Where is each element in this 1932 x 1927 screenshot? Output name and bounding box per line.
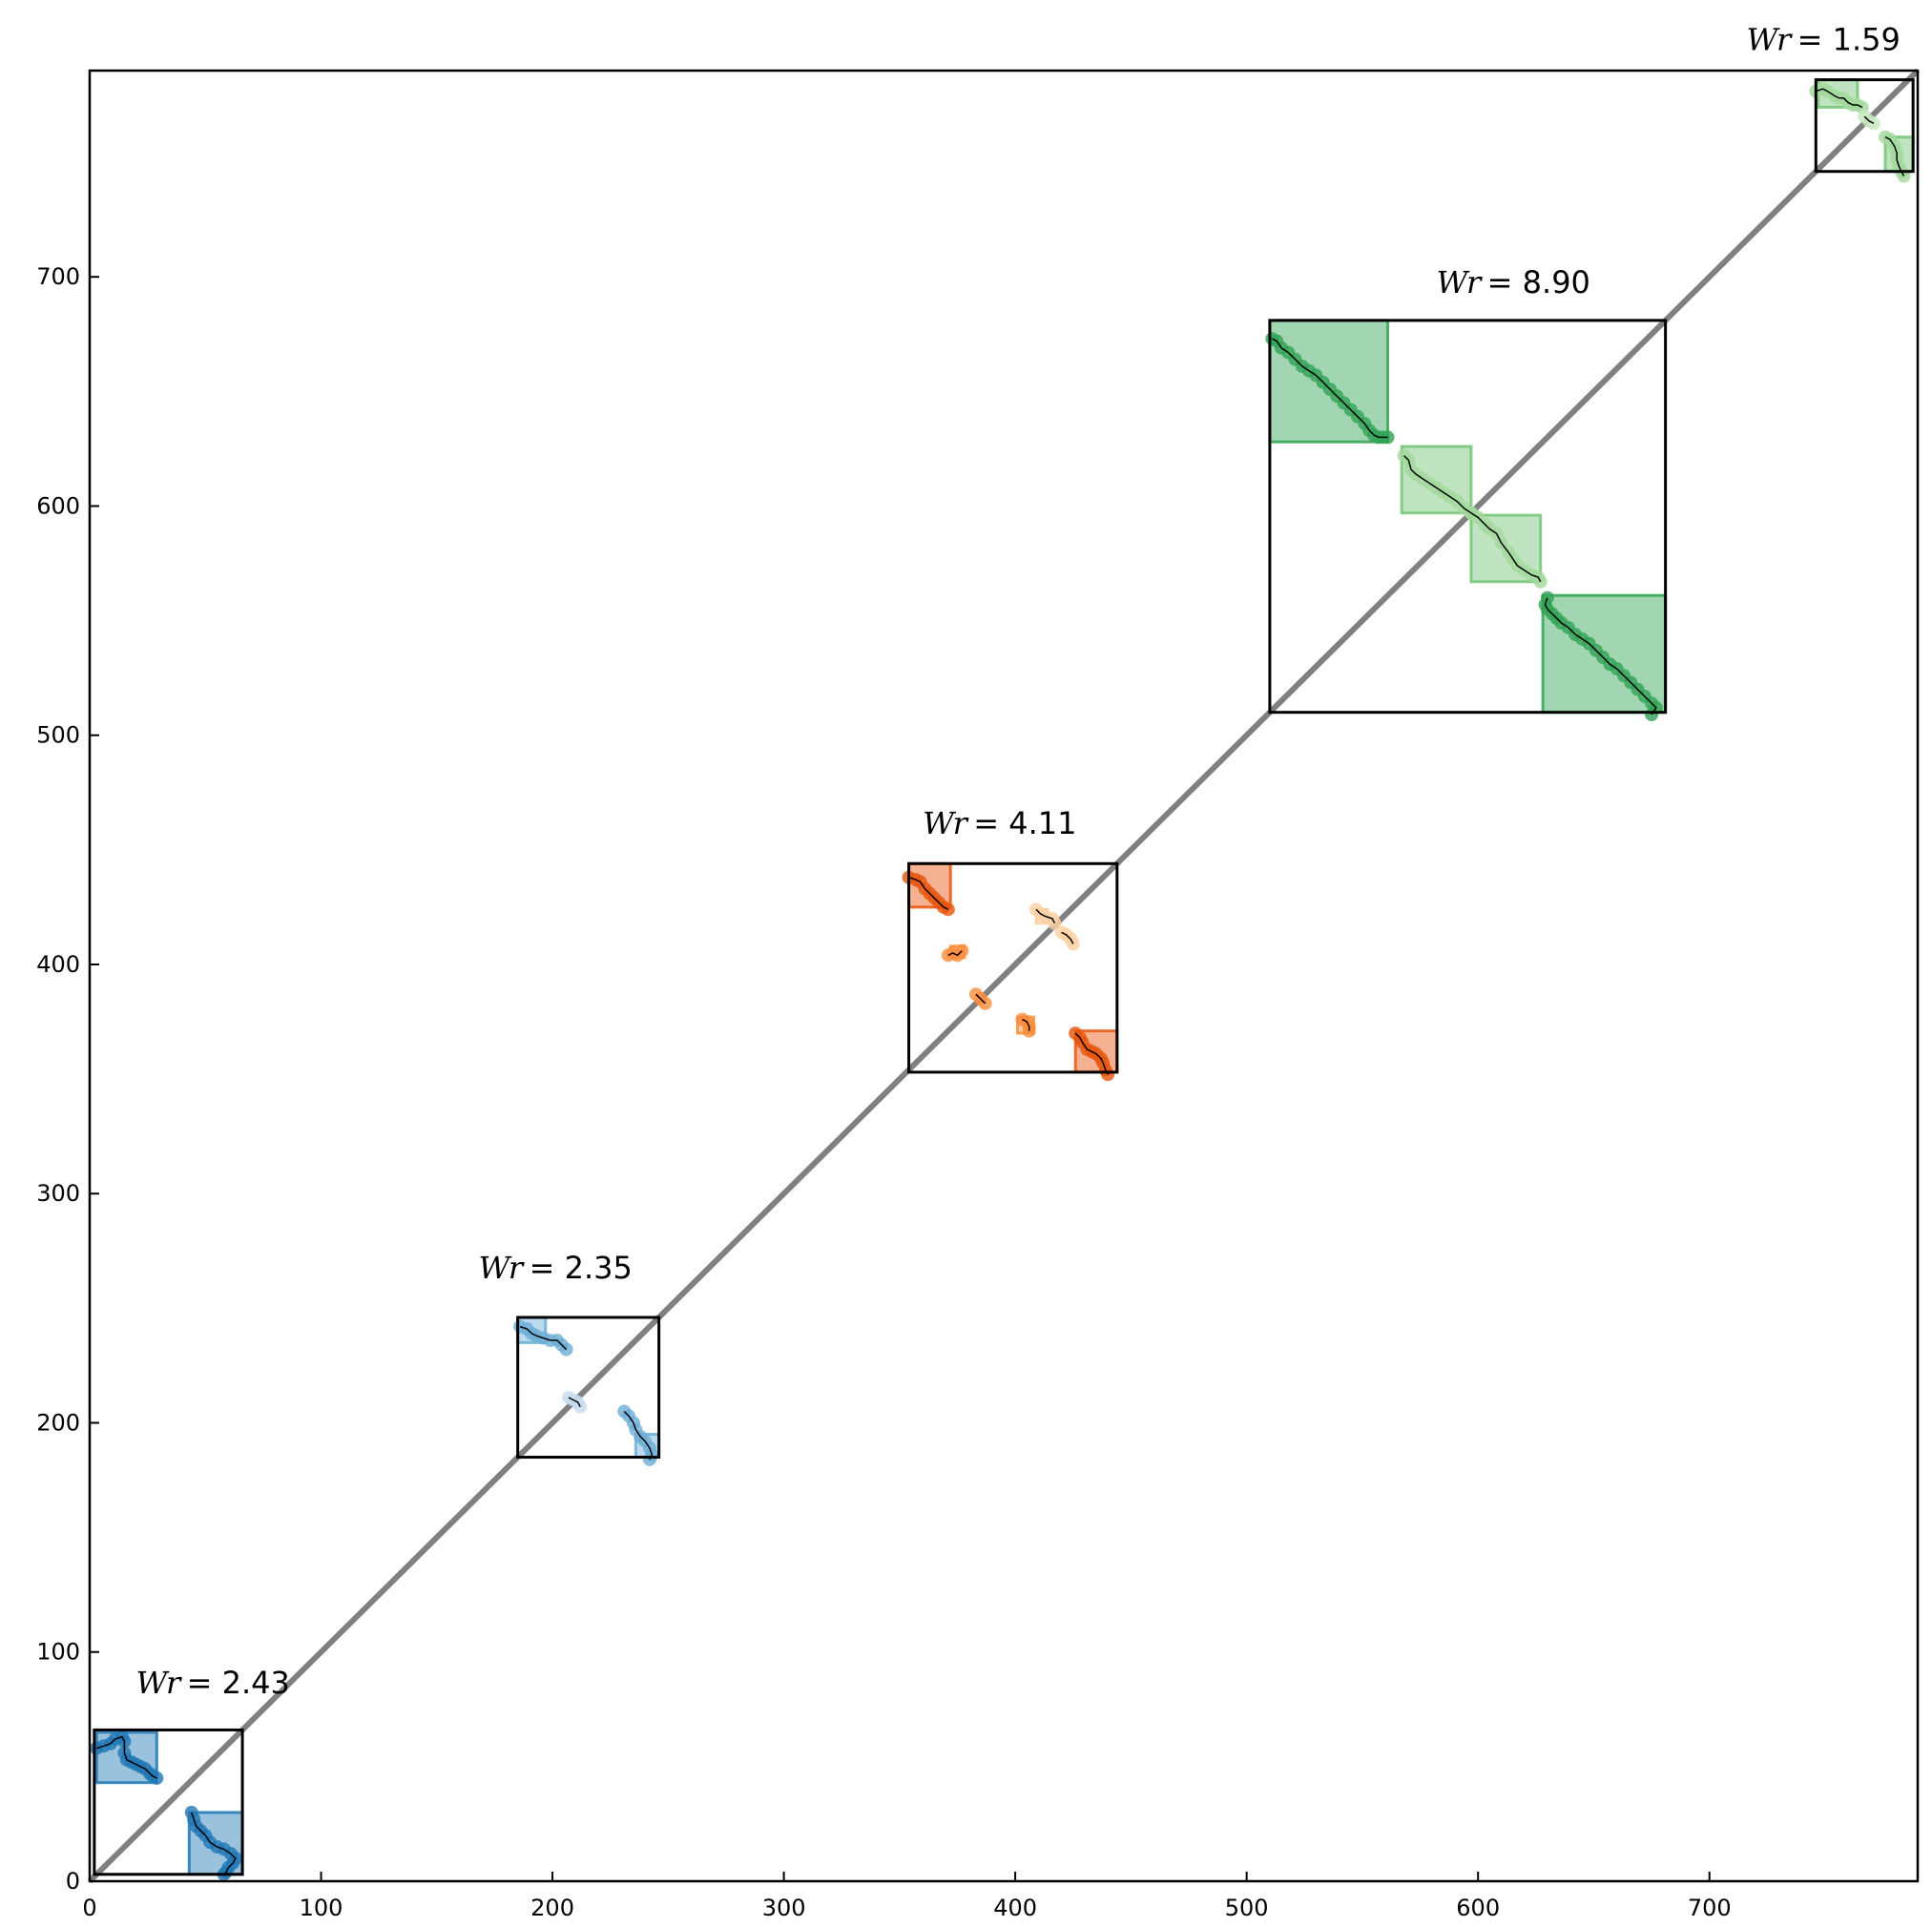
cluster-3-label: Wr = 8.90 — [1437, 264, 1590, 300]
cluster-4-label-value: = 1.59 — [1791, 21, 1901, 57]
cluster-3-seg-2-line — [1470, 512, 1542, 583]
cluster-1-seg-1-line — [568, 1397, 581, 1408]
cluster-2-seg-6-line — [1074, 1032, 1109, 1075]
cluster-0-label-symbol: Wr — [136, 1665, 182, 1701]
cluster-2-seg-4-line — [975, 993, 987, 1005]
diagonal-line — [87, 68, 1921, 1884]
x-tick-label-700: 700 — [1688, 1895, 1732, 1921]
y-tick-label-600: 600 — [36, 492, 80, 519]
cluster-1-label-value: = 2.35 — [523, 1250, 633, 1286]
x-tick-label-300: 300 — [762, 1895, 806, 1921]
cluster-2-seg-1-line — [1035, 908, 1056, 924]
cluster-2-seg-0-point-8 — [941, 902, 955, 917]
y-tick-label-500: 500 — [36, 722, 80, 749]
y-tick-label-700: 700 — [36, 263, 80, 290]
cluster-3-label-value: = 8.90 — [1481, 264, 1590, 300]
cluster-3-seg-3-line — [1544, 597, 1657, 715]
cluster-3-seg-3-point-20 — [1645, 708, 1659, 722]
x-tick-label-600: 600 — [1456, 1895, 1500, 1921]
cluster-0-seg-0-point-14 — [150, 1771, 164, 1785]
cluster-4-label-symbol: Wr — [1747, 21, 1793, 57]
x-tick-label-0: 0 — [82, 1895, 96, 1921]
cluster-1-seg-2-line — [623, 1410, 654, 1461]
path-lines — [96, 88, 1905, 1875]
cluster-0-seg-0-line — [96, 1735, 157, 1779]
cluster-2-seg-0-line — [908, 876, 949, 910]
cluster-2-label: Wr = 4.11 — [923, 805, 1076, 841]
x-tick-label-200: 200 — [530, 1895, 574, 1921]
cluster-4-seg-0-line — [1816, 88, 1863, 109]
cluster-0-label-value: = 2.43 — [180, 1665, 290, 1701]
cluster-0-box — [93, 1728, 244, 1876]
y-tick-label-0: 0 — [66, 1868, 80, 1895]
cluster-2-seg-6-point-9 — [1101, 1067, 1115, 1082]
cluster-2-label-symbol: Wr — [923, 805, 968, 841]
cluster-2-label-value: = 4.11 — [967, 805, 1077, 841]
cluster-3-box — [1268, 319, 1668, 715]
cluster-4-seg-1-line — [1863, 115, 1875, 124]
cluster-2-seg-3-line — [947, 950, 963, 957]
cluster-1-label-symbol: Wr — [478, 1250, 524, 1286]
cluster-3-seg-0-point-19 — [1381, 430, 1395, 445]
x-tick-label-400: 400 — [993, 1895, 1037, 1921]
cluster-3-label-symbol: Wr — [1437, 264, 1483, 300]
cluster-1-label: Wr = 2.35 — [478, 1250, 632, 1286]
cluster-1-seg-0-line — [519, 1325, 568, 1351]
x-tick-label-100: 100 — [300, 1895, 343, 1921]
axis-ticks: 0 100 200 300 400 500 600 700 0 100 200 300 400 500 60… — [36, 263, 1731, 1921]
cluster-2-box — [907, 861, 1119, 1074]
x-tick-label-500: 500 — [1225, 1895, 1269, 1921]
cluster-0-label: Wr = 2.43 — [136, 1665, 290, 1701]
cluster-3-seg-0-line — [1271, 338, 1388, 439]
y-tick-label-300: 300 — [36, 1180, 80, 1207]
cluster-1-box — [516, 1316, 661, 1460]
y-tick-label-100: 100 — [36, 1639, 80, 1666]
y-tick-label-400: 400 — [36, 951, 80, 978]
y-tick-label-200: 200 — [36, 1409, 80, 1436]
cluster-1-seg-2-point-8 — [642, 1452, 656, 1466]
cluster-4-box — [1814, 78, 1915, 174]
cluster-boxes — [93, 78, 1915, 1876]
cluster-3-seg-1-line — [1403, 455, 1472, 514]
cluster-2-seg-2-line — [1061, 931, 1074, 944]
cluster-2-seg-5-line — [1022, 1018, 1030, 1031]
cluster-0-seg-1-line — [190, 1812, 237, 1875]
plot-frame — [88, 69, 1920, 1883]
cluster-2-seg-1-point-4 — [1048, 916, 1062, 930]
cluster-4-label: Wr = 1.59 — [1747, 21, 1901, 57]
